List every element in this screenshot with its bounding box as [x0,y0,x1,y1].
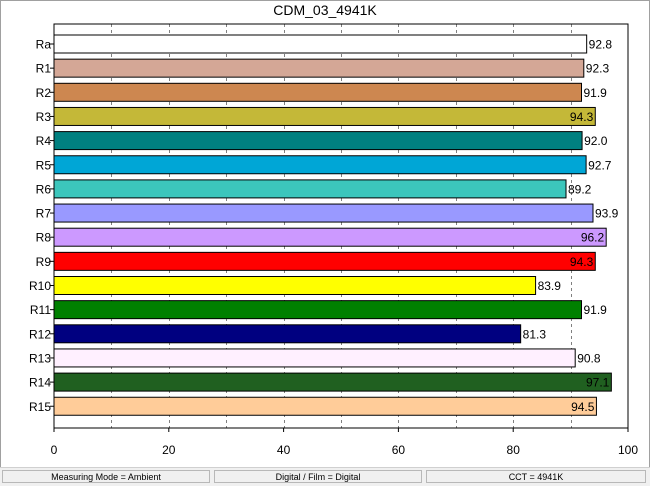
value-label: 89.2 [568,182,592,196]
category-label: R8 [36,231,52,245]
x-tick-label: 60 [392,443,406,457]
x-tick-label: 80 [507,443,521,457]
value-label: 92.8 [589,38,613,52]
value-label: 91.9 [584,86,608,100]
bar [53,324,522,344]
category-label: R6 [36,182,52,196]
category-label: R7 [36,207,52,221]
category-label: R5 [36,158,52,172]
value-label: 91.9 [584,303,608,317]
value-label: 90.8 [577,351,601,365]
category-label: R3 [36,110,52,124]
value-label: 92.0 [584,134,608,148]
bar [53,300,583,320]
x-tick-label: 0 [51,443,58,457]
value-label: 83.9 [538,279,562,293]
bar [53,227,607,247]
bar [53,372,612,392]
status-bar: Measuring Mode = Ambient Digital / Film … [0,467,650,486]
x-tick-label: 20 [162,443,176,457]
status-cct: CCT = 4941K [426,470,646,483]
value-label: 96.2 [581,231,605,245]
bar [53,82,583,102]
chart-title: CDM_03_4941K [273,2,377,18]
bar [53,131,583,151]
value-label: 81.3 [523,327,547,341]
value-label: 93.9 [595,207,619,221]
category-label: R9 [36,255,52,269]
bar [53,251,596,271]
bar [53,203,594,223]
value-label: 92.3 [586,62,610,76]
bar [53,58,585,78]
bar [53,179,567,199]
bar-chart: 92.8 92.3 91.9 94.3 92.0 92.7 89.293.9 96.2 94.3… [29,23,638,457]
category-label: R12 [29,327,51,341]
value-label: 94.5 [571,400,595,414]
bar [53,155,587,175]
bar [53,348,576,368]
bar [53,276,537,295]
category-label: R10 [29,279,51,293]
x-tick-label: 100 [618,443,638,457]
bar [53,106,596,126]
plot-area [53,23,629,429]
category-label: R15 [29,400,51,414]
value-label: 94.3 [570,255,594,269]
status-measuring-mode: Measuring Mode = Ambient [2,470,210,483]
bar [53,396,597,416]
category-label: R11 [30,303,51,317]
x-tick-label: 40 [277,443,291,457]
bar [53,34,588,54]
category-label: R1 [36,62,52,76]
value-label: 97.1 [586,376,610,390]
value-label: 92.7 [588,158,612,172]
status-digital-film: Digital / Film = Digital [214,470,422,483]
category-label: R13 [29,351,51,365]
category-label: R4 [36,134,52,148]
category-label: R2 [36,86,52,100]
category-label: R14 [29,376,51,390]
category-label: Ra [36,38,52,52]
value-label: 94.3 [570,110,594,124]
